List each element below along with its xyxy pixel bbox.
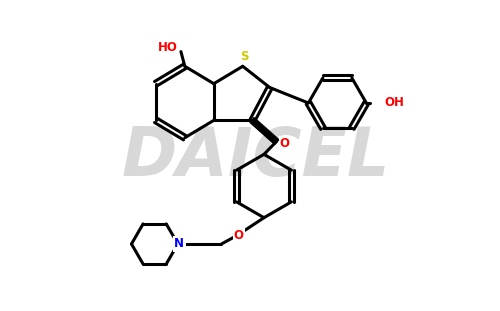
Text: O: O [234, 229, 244, 242]
Text: HO: HO [158, 41, 178, 54]
Text: N: N [175, 237, 185, 250]
Text: N: N [174, 238, 184, 250]
Text: DAICEL: DAICEL [122, 124, 390, 190]
Text: OH: OH [384, 96, 404, 109]
Text: S: S [240, 50, 249, 63]
Text: O: O [280, 137, 290, 150]
